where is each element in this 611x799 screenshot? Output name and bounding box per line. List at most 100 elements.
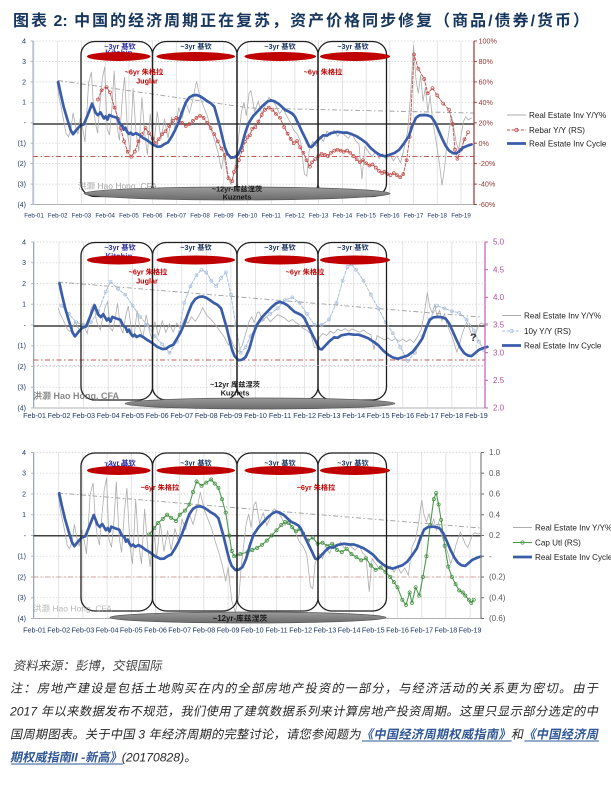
svg-text:/: / bbox=[488, 13, 493, 30]
svg-text:Feb-16: Feb-16 bbox=[380, 213, 400, 220]
svg-text:Feb-05: Feb-05 bbox=[121, 411, 144, 420]
svg-text:Feb-08: Feb-08 bbox=[195, 411, 218, 420]
svg-text:Feb-19: Feb-19 bbox=[451, 213, 471, 220]
svg-text:4.0: 4.0 bbox=[493, 293, 505, 302]
svg-text:/: / bbox=[531, 13, 536, 30]
svg-text:(3): (3) bbox=[17, 182, 26, 189]
svg-text:0%: 0% bbox=[479, 139, 490, 148]
svg-text:Feb-06: Feb-06 bbox=[144, 626, 167, 635]
svg-text:~3yr: ~3yr bbox=[180, 42, 197, 51]
svg-text:3.5: 3.5 bbox=[493, 321, 505, 330]
svg-text:Juglar: Juglar bbox=[136, 77, 158, 86]
svg-text:Feb-19: Feb-19 bbox=[459, 626, 482, 635]
svg-text:Feb-05: Feb-05 bbox=[120, 626, 143, 635]
svg-text:Feb-07: Feb-07 bbox=[166, 213, 186, 220]
svg-text:Feb-14: Feb-14 bbox=[338, 626, 361, 635]
svg-text:2017: 2017 bbox=[9, 705, 41, 719]
svg-text:2.5: 2.5 bbox=[493, 376, 505, 385]
svg-text:~3yr: ~3yr bbox=[264, 243, 281, 252]
svg-text:-: - bbox=[24, 322, 27, 329]
svg-text:II -: II - bbox=[71, 751, 85, 765]
svg-text:Feb-11: Feb-11 bbox=[269, 411, 291, 420]
svg-text:0.8: 0.8 bbox=[489, 469, 501, 478]
svg-text:(4): (4) bbox=[17, 616, 26, 623]
svg-text:Feb-06: Feb-06 bbox=[146, 411, 169, 420]
svg-text:100%: 100% bbox=[479, 37, 498, 46]
svg-text:1: 1 bbox=[22, 100, 26, 107]
svg-text:Feb-03: Feb-03 bbox=[72, 411, 95, 420]
svg-text:Real Estate Inv Y/Y%: Real Estate Inv Y/Y% bbox=[524, 311, 601, 320]
svg-text:~3yr: ~3yr bbox=[337, 42, 354, 51]
svg-text:Feb-03: Feb-03 bbox=[72, 626, 95, 635]
svg-text:Feb-05: Feb-05 bbox=[119, 213, 139, 220]
svg-text:Feb-06: Feb-06 bbox=[143, 213, 163, 220]
svg-text:Feb-18: Feb-18 bbox=[427, 213, 447, 220]
svg-text:(0.6): (0.6) bbox=[489, 614, 506, 623]
svg-text:Feb-04: Feb-04 bbox=[95, 213, 115, 220]
svg-text:Kuznets: Kuznets bbox=[221, 389, 250, 398]
svg-text:Feb-11: Feb-11 bbox=[265, 626, 287, 635]
svg-text:Hao Hong, CFA: Hao Hong, CFA bbox=[95, 181, 157, 191]
svg-text:2:: 2: bbox=[49, 13, 72, 30]
svg-text:~3yr: ~3yr bbox=[104, 459, 121, 468]
svg-text:20%: 20% bbox=[479, 118, 494, 127]
svg-text:Feb-13: Feb-13 bbox=[314, 626, 337, 635]
svg-text:1: 1 bbox=[22, 302, 26, 309]
svg-text:Feb-17: Feb-17 bbox=[410, 626, 433, 635]
svg-text:3: 3 bbox=[22, 260, 26, 267]
svg-text:~6yr: ~6yr bbox=[129, 268, 146, 277]
svg-text:Feb-13: Feb-13 bbox=[318, 411, 341, 420]
svg-text:~3yr: ~3yr bbox=[180, 459, 197, 468]
svg-text:(2): (2) bbox=[17, 574, 26, 581]
svg-text:Feb-04: Feb-04 bbox=[96, 626, 119, 635]
svg-text:Feb-07: Feb-07 bbox=[170, 411, 193, 420]
svg-text:(4): (4) bbox=[17, 202, 26, 209]
svg-text:Feb-04: Feb-04 bbox=[97, 411, 120, 420]
svg-text:~6yr: ~6yr bbox=[286, 268, 303, 277]
svg-text:(3): (3) bbox=[17, 595, 26, 602]
svg-text:Feb-16: Feb-16 bbox=[391, 411, 414, 420]
svg-text:Real Estate Inv Cycle: Real Estate Inv Cycle bbox=[535, 553, 611, 562]
svg-text:(1): (1) bbox=[17, 141, 26, 148]
svg-text:Feb-14: Feb-14 bbox=[333, 213, 353, 220]
svg-text:~3yr: ~3yr bbox=[337, 459, 354, 468]
svg-text:~6yr: ~6yr bbox=[141, 483, 158, 492]
svg-text:0.2: 0.2 bbox=[489, 531, 501, 540]
svg-text:(1): (1) bbox=[17, 343, 26, 350]
svg-text:Feb-15: Feb-15 bbox=[356, 213, 376, 220]
svg-text:-: - bbox=[24, 120, 27, 127]
svg-text:0.6: 0.6 bbox=[489, 490, 501, 499]
svg-text:3.0: 3.0 bbox=[493, 348, 505, 357]
svg-text:Feb-09: Feb-09 bbox=[217, 626, 240, 635]
svg-text:(0.4): (0.4) bbox=[489, 593, 506, 602]
svg-text:Hao Hong, CFA: Hao Hong, CFA bbox=[51, 391, 119, 401]
svg-text:Real Estate Inv Cycle: Real Estate Inv Cycle bbox=[529, 139, 607, 148]
svg-text:Feb-16: Feb-16 bbox=[386, 626, 409, 635]
svg-text:3: 3 bbox=[22, 471, 26, 478]
svg-text:~3yr: ~3yr bbox=[337, 243, 354, 252]
svg-text:(4): (4) bbox=[17, 405, 26, 412]
svg-text:Feb-08: Feb-08 bbox=[190, 213, 210, 220]
svg-text:~6yr: ~6yr bbox=[297, 483, 314, 492]
svg-text:Feb-09: Feb-09 bbox=[220, 411, 243, 420]
svg-text:~6yr: ~6yr bbox=[304, 68, 321, 77]
svg-text:2: 2 bbox=[22, 79, 26, 86]
svg-text:Feb-15: Feb-15 bbox=[362, 626, 385, 635]
svg-text:Cap Utl (RS): Cap Utl (RS) bbox=[535, 538, 581, 547]
svg-text:-40%: -40% bbox=[479, 180, 496, 189]
svg-text:5.0: 5.0 bbox=[493, 238, 505, 247]
svg-text:0.4: 0.4 bbox=[489, 510, 501, 519]
svg-text:Feb-07: Feb-07 bbox=[168, 626, 191, 635]
svg-text:Feb-17: Feb-17 bbox=[416, 411, 439, 420]
svg-text:~12yr-: ~12yr- bbox=[213, 614, 237, 623]
svg-text:Feb-12: Feb-12 bbox=[289, 626, 312, 635]
svg-text:-20%: -20% bbox=[479, 159, 496, 168]
svg-text:(0.2): (0.2) bbox=[489, 573, 506, 582]
svg-text:Feb-01: Feb-01 bbox=[23, 411, 46, 420]
svg-text:Juglar: Juglar bbox=[136, 277, 158, 286]
svg-text:~3yr: ~3yr bbox=[104, 243, 121, 252]
svg-text:Feb-12: Feb-12 bbox=[293, 411, 316, 420]
svg-text:Feb-10: Feb-10 bbox=[238, 213, 258, 220]
svg-text:1.0: 1.0 bbox=[489, 448, 501, 457]
svg-text:Feb-02: Feb-02 bbox=[48, 213, 68, 220]
